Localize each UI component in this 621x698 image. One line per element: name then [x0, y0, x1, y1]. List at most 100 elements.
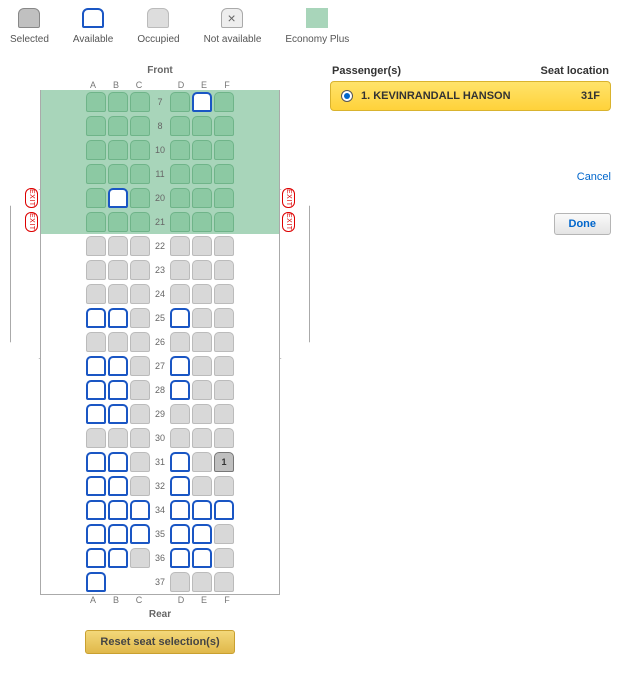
- passenger-card[interactable]: 1. KEVINRANDALL HANSON 31F: [330, 81, 611, 111]
- seat-26E: [192, 332, 212, 352]
- column-labels-top: ABCDEF: [10, 80, 310, 90]
- seat-row: 34: [41, 498, 279, 522]
- seat-20C: [130, 188, 150, 208]
- seat-11C: [130, 164, 150, 184]
- seat-37A[interactable]: [86, 572, 106, 592]
- seat-36D[interactable]: [170, 548, 190, 568]
- seat-7E[interactable]: [192, 92, 212, 112]
- seat-30D: [170, 428, 190, 448]
- seat-24A: [86, 284, 106, 304]
- seat-row: 32: [41, 474, 279, 498]
- seat-row: 311: [41, 450, 279, 474]
- fuselage: 78101120EXITEXIT21EXITEXIT22232425262728…: [40, 90, 280, 595]
- cancel-link[interactable]: Cancel: [330, 171, 611, 183]
- passenger-name: 1. KEVINRANDALL HANSON: [361, 90, 573, 102]
- seat-10A: [86, 140, 106, 160]
- seat-32B[interactable]: [108, 476, 128, 496]
- seat-37D: [170, 572, 190, 592]
- legend-selected-label: Selected: [10, 34, 49, 45]
- seat-29A[interactable]: [86, 404, 106, 424]
- seat-24D: [170, 284, 190, 304]
- legend-selected: Selected: [10, 8, 49, 45]
- seat-8F: [214, 116, 234, 136]
- seat-31E: [192, 452, 212, 472]
- seat-35D[interactable]: [170, 524, 190, 544]
- seat-35A[interactable]: [86, 524, 106, 544]
- row-number: 32: [152, 481, 168, 491]
- seat-31F: 1: [214, 452, 234, 472]
- seat-31B[interactable]: [108, 452, 128, 472]
- seat-34F[interactable]: [214, 500, 234, 520]
- seat-37C: [130, 572, 150, 592]
- seat-27E: [192, 356, 212, 376]
- seat-35F: [214, 524, 234, 544]
- seat-27D[interactable]: [170, 356, 190, 376]
- seat-28B[interactable]: [108, 380, 128, 400]
- row-number: 34: [152, 505, 168, 515]
- seat-36A[interactable]: [86, 548, 106, 568]
- seat-34A[interactable]: [86, 500, 106, 520]
- reset-button[interactable]: Reset seat selection(s): [85, 630, 234, 654]
- seat-23E: [192, 260, 212, 280]
- seat-36B[interactable]: [108, 548, 128, 568]
- seat-25B[interactable]: [108, 308, 128, 328]
- seat-34E[interactable]: [192, 500, 212, 520]
- seat-map: Front ABCDEF 78101120EXITEXIT21EXITEXIT2…: [10, 61, 310, 654]
- seat-35C[interactable]: [130, 524, 150, 544]
- column-label: D: [171, 80, 191, 90]
- seat-8D: [170, 116, 190, 136]
- row-number: 30: [152, 433, 168, 443]
- legend-available: Available: [73, 8, 113, 45]
- seat-30C: [130, 428, 150, 448]
- row-number: 37: [152, 577, 168, 587]
- seat-7D: [170, 92, 190, 112]
- seat-25E: [192, 308, 212, 328]
- row-number: 24: [152, 289, 168, 299]
- done-button[interactable]: Done: [554, 213, 612, 235]
- column-label: C: [129, 595, 149, 605]
- seat-11B: [108, 164, 128, 184]
- seat-24E: [192, 284, 212, 304]
- seat-27A[interactable]: [86, 356, 106, 376]
- seat-22C: [130, 236, 150, 256]
- seat-36E[interactable]: [192, 548, 212, 568]
- seat-27B[interactable]: [108, 356, 128, 376]
- seat-22D: [170, 236, 190, 256]
- front-label: Front: [10, 65, 310, 76]
- seat-29D: [170, 404, 190, 424]
- seat-8C: [130, 116, 150, 136]
- seat-8E: [192, 116, 212, 136]
- seat-31A[interactable]: [86, 452, 106, 472]
- seat-32F: [214, 476, 234, 496]
- seat-11D: [170, 164, 190, 184]
- seat-row: 23: [41, 258, 279, 282]
- column-label: C: [129, 80, 149, 90]
- seat-7C: [130, 92, 150, 112]
- legend: Selected Available Occupied Not availabl…: [0, 0, 621, 51]
- seat-34C[interactable]: [130, 500, 150, 520]
- seat-30B: [108, 428, 128, 448]
- seat-25A[interactable]: [86, 308, 106, 328]
- seat-29B[interactable]: [108, 404, 128, 424]
- seat-31D[interactable]: [170, 452, 190, 472]
- seat-26A: [86, 332, 106, 352]
- seat-28A[interactable]: [86, 380, 106, 400]
- legend-occupied-label: Occupied: [137, 34, 179, 45]
- seat-28D[interactable]: [170, 380, 190, 400]
- passenger-radio-icon[interactable]: [341, 90, 353, 102]
- seat-32A[interactable]: [86, 476, 106, 496]
- seat-25D[interactable]: [170, 308, 190, 328]
- seat-20B[interactable]: [108, 188, 128, 208]
- seat-10C: [130, 140, 150, 160]
- seat-35E[interactable]: [192, 524, 212, 544]
- seat-35B[interactable]: [108, 524, 128, 544]
- legend-na-label: Not available: [204, 34, 262, 45]
- row-number: 27: [152, 361, 168, 371]
- seat-30F: [214, 428, 234, 448]
- seat-34B[interactable]: [108, 500, 128, 520]
- seat-23B: [108, 260, 128, 280]
- seat-32D[interactable]: [170, 476, 190, 496]
- column-label: A: [83, 80, 103, 90]
- row-number: 21: [152, 217, 168, 227]
- seat-34D[interactable]: [170, 500, 190, 520]
